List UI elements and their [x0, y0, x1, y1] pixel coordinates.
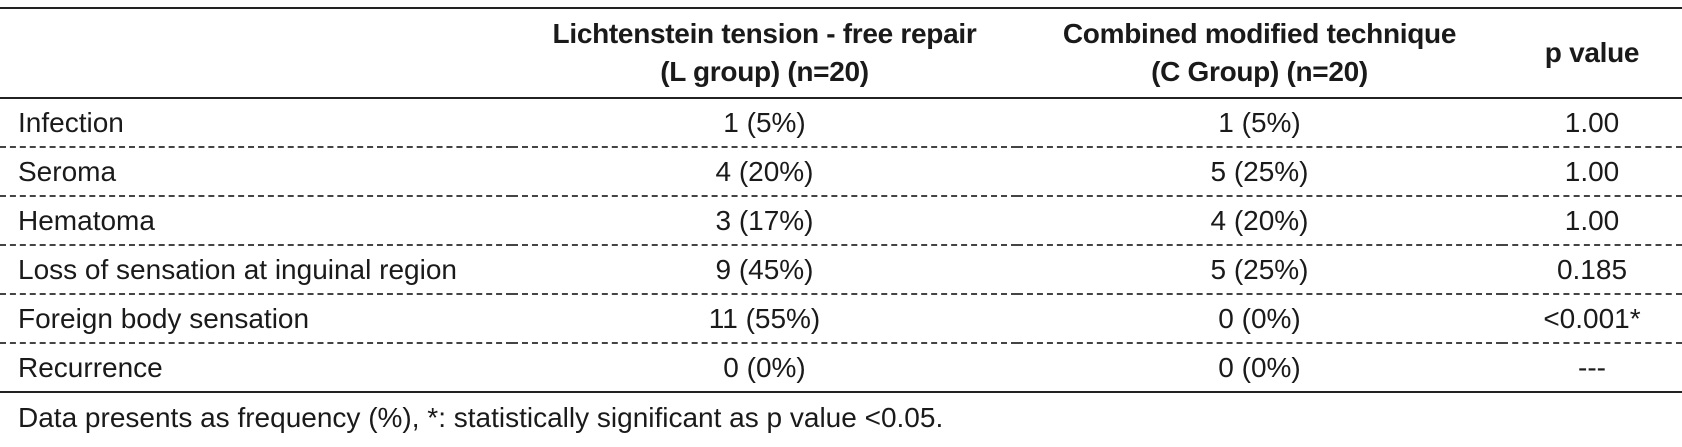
p-value: 1.00: [1564, 107, 1620, 138]
c-group-value: 5 (25%): [1210, 156, 1309, 187]
p-value: 1.00: [1564, 156, 1620, 187]
table-row: Foreign body sensation 11 (55%) 0 (0%) <…: [0, 294, 1682, 343]
header-c-group-line2: (C Group) (n=20): [1151, 56, 1368, 87]
header-l-group-line1: Lichtenstein tension - free repair: [552, 18, 977, 49]
table-header: Lichtenstein tension - free repair (L gr…: [0, 8, 1682, 98]
row-label: Loss of sensation at inguinal region: [18, 254, 457, 285]
l-group-value: 0 (0%): [723, 352, 806, 383]
complications-table: Lichtenstein tension - free repair (L gr…: [0, 7, 1682, 393]
header-l-group-line2: (L group) (n=20): [660, 56, 869, 87]
l-group-value: 4 (20%): [715, 156, 814, 187]
table-row: Recurrence 0 (0%) 0 (0%) ---: [0, 343, 1682, 392]
row-label: Recurrence: [18, 352, 163, 383]
c-group-value: 5 (25%): [1210, 254, 1309, 285]
header-c-group: Combined modified technique (C Group) (n…: [1017, 8, 1502, 98]
row-label: Foreign body sensation: [18, 303, 310, 334]
table-row: Seroma 4 (20%) 5 (25%) 1.00: [0, 147, 1682, 196]
row-label: Hematoma: [18, 205, 155, 236]
p-value: <0.001*: [1543, 303, 1641, 334]
l-group-value: 9 (45%): [715, 254, 814, 285]
header-p-value: p value: [1544, 37, 1640, 68]
table-row: Loss of sensation at inguinal region 9 (…: [0, 245, 1682, 294]
p-value: 1.00: [1564, 205, 1620, 236]
c-group-value: 1 (5%): [1218, 107, 1301, 138]
row-label: Seroma: [18, 156, 117, 187]
c-group-value: 0 (0%): [1218, 352, 1301, 383]
header-row: Lichtenstein tension - free repair (L gr…: [0, 8, 1682, 98]
table-body: Infection 1 (5%) 1 (5%) 1.00 Seroma 4 (2…: [0, 98, 1682, 392]
table-row: Hematoma 3 (17%) 4 (20%) 1.00: [0, 196, 1682, 245]
l-group-value: 1 (5%): [723, 107, 806, 138]
header-c-group-line1: Combined modified technique: [1062, 18, 1457, 49]
c-group-value: 4 (20%): [1210, 205, 1309, 236]
header-l-group: Lichtenstein tension - free repair (L gr…: [512, 8, 1017, 98]
p-value: ---: [1578, 352, 1606, 383]
l-group-value: 11 (55%): [708, 303, 821, 334]
header-empty-cell: [0, 8, 512, 98]
table-row: Infection 1 (5%) 1 (5%) 1.00: [0, 98, 1682, 147]
table-footnote: Data presents as frequency (%), *: stati…: [18, 402, 944, 433]
p-value: 0.185: [1556, 254, 1628, 285]
row-label: Infection: [18, 107, 124, 138]
l-group-value: 3 (17%): [715, 205, 814, 236]
c-group-value: 0 (0%): [1218, 303, 1301, 334]
